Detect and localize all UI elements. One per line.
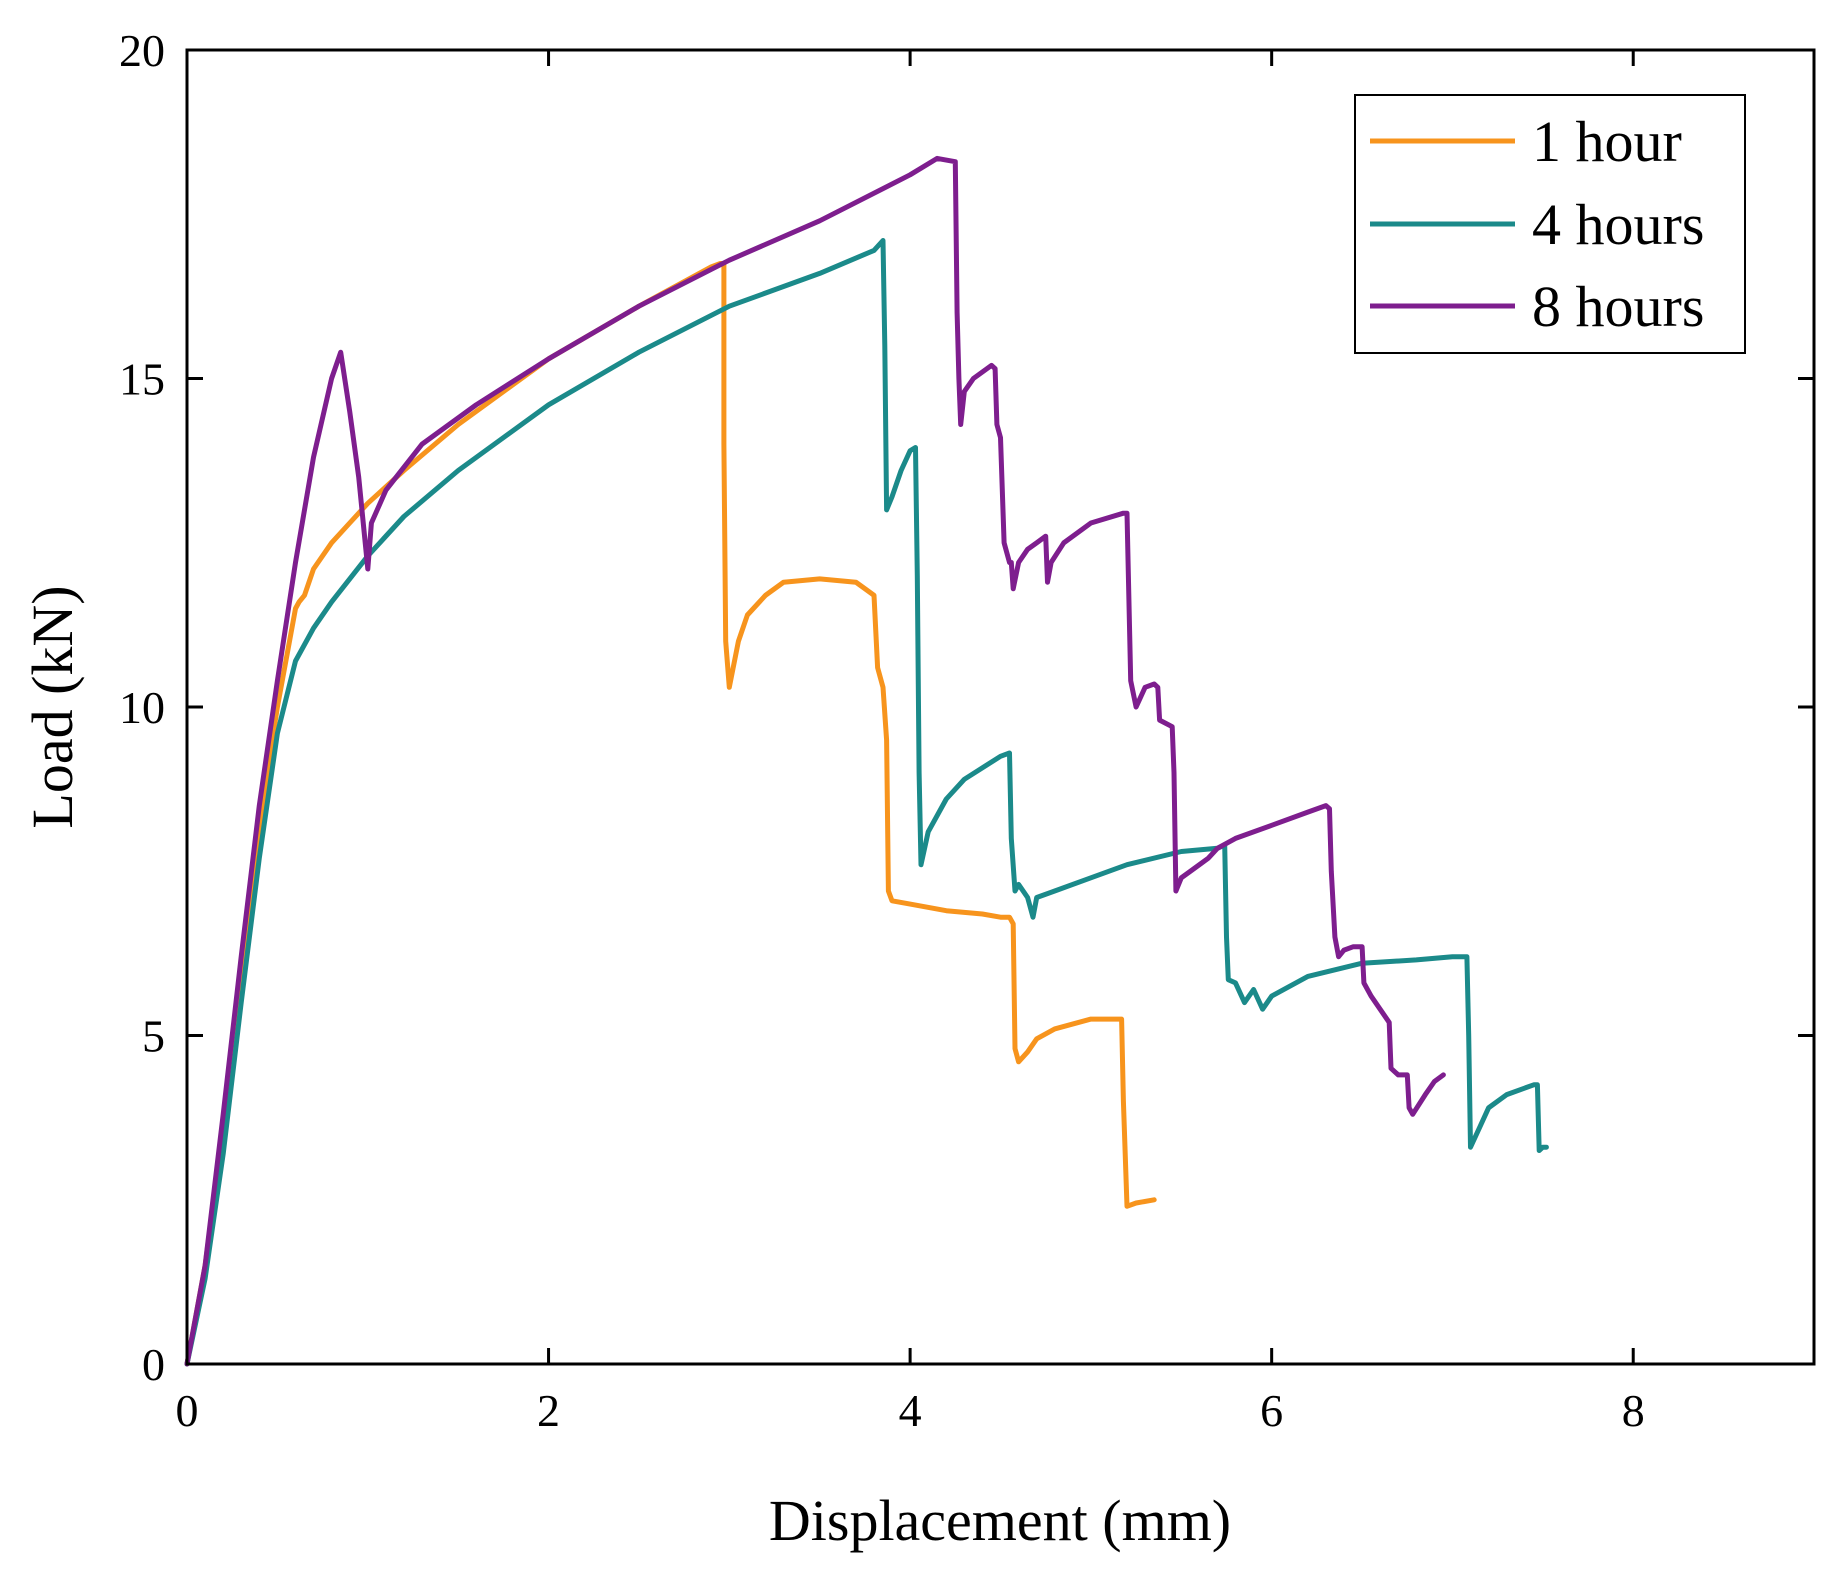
y-tick-label: 0	[142, 1339, 165, 1390]
x-tick-label: 6	[1260, 1385, 1283, 1436]
legend-label-8-hours: 8 hours	[1532, 274, 1704, 339]
series-line-4-hours	[184, 238, 1549, 1367]
series-layer	[184, 155, 1549, 1367]
y-tick-label: 10	[119, 682, 165, 733]
x-tick-label: 0	[176, 1385, 199, 1436]
series-line-1-hour	[184, 261, 1157, 1367]
x-axis-title: Displacement (mm)	[769, 1488, 1231, 1553]
legend-label-4-hours: 4 hours	[1532, 192, 1704, 257]
legend: 1 hour 4 hours 8 hours	[1354, 94, 1746, 354]
tick-layer: 0 2 4 6 8 0 5 10 15 20	[119, 25, 1814, 1436]
series-line-8-hours	[184, 155, 1446, 1367]
y-tick-label: 20	[119, 25, 165, 76]
x-tick-label: 2	[537, 1385, 560, 1436]
legend-label-1-hour: 1 hour	[1532, 109, 1682, 174]
y-tick-label: 15	[119, 354, 165, 405]
x-tick-label: 4	[899, 1385, 922, 1436]
y-axis-title: Load (kN)	[20, 585, 85, 828]
x-tick-label: 8	[1622, 1385, 1645, 1436]
y-tick-label: 5	[142, 1011, 165, 1062]
